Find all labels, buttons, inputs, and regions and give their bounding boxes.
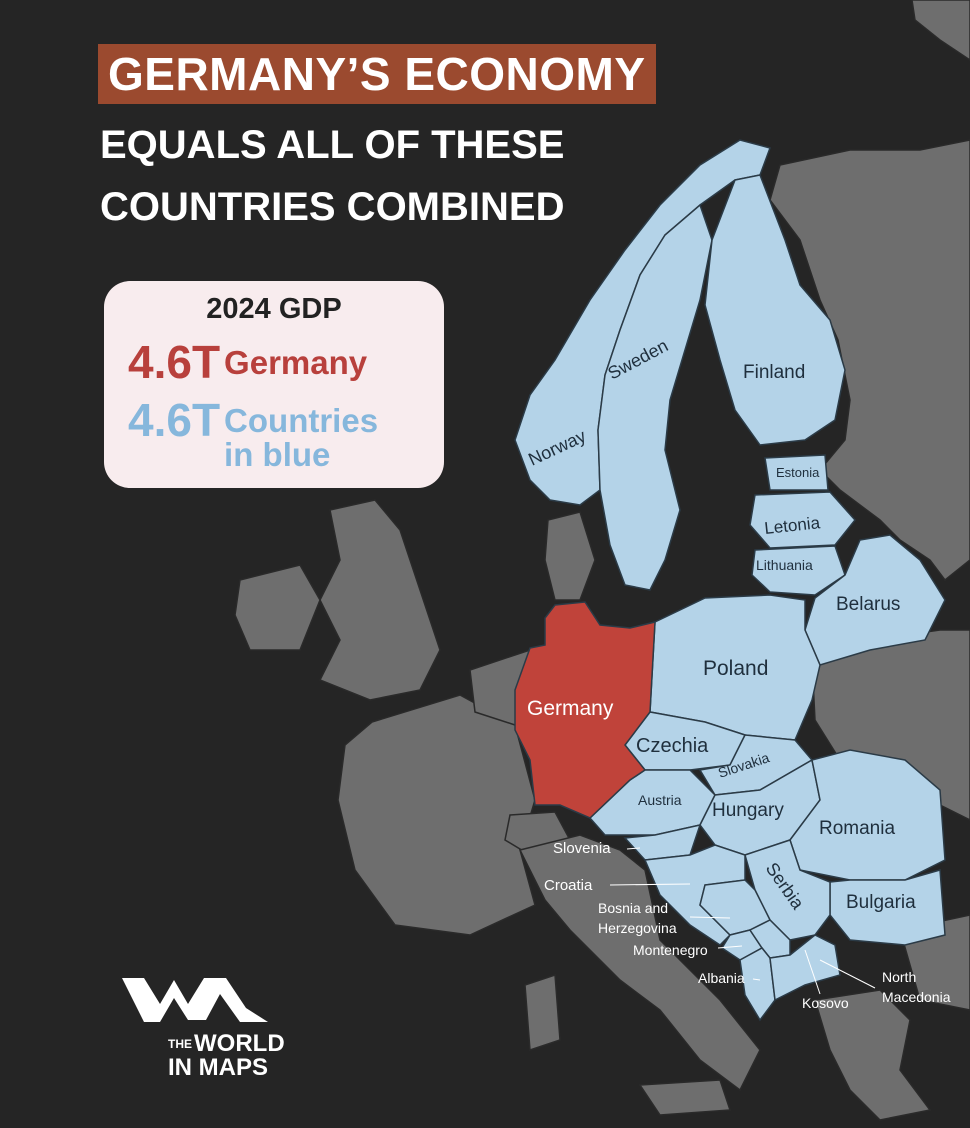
sardinia-land [524, 973, 561, 1052]
uk-land [318, 499, 441, 701]
latvia-shape [749, 491, 856, 549]
title-line-2: EQUALS ALL OF THESE [100, 123, 565, 167]
label-croatia: Croatia [544, 877, 593, 894]
bulgaria-shape [829, 869, 946, 946]
label-montenegro: Montenegro [633, 942, 708, 958]
slovenia-shape [623, 823, 702, 861]
label-hungary: Hungary [712, 800, 784, 821]
norway-shape [514, 139, 771, 506]
brand-logo: THEWORLD IN MAPS [122, 970, 312, 1080]
label-austria: Austria [638, 792, 682, 808]
gdp-label-blue-line2: in blue [224, 436, 331, 473]
gdp-label-blue: Countries in blue [224, 404, 378, 472]
gdp-row-blue: 4.6T Countries in blue [128, 395, 378, 472]
italy-land [518, 834, 761, 1092]
leader-bosnia [689, 916, 731, 919]
leader-slovenia [626, 847, 641, 850]
north-macedonia-shape [769, 934, 841, 1002]
leader-croatia [609, 883, 691, 886]
label-north-macedonia-line2: Macedonia [882, 989, 951, 1005]
lithuania-shape [751, 545, 846, 596]
gdp-value-blue: 4.6T [128, 394, 221, 446]
title-subtitle: EQUALS ALL OF THESE COUNTRIES COMBINED [100, 114, 564, 238]
estonia-shape [764, 454, 829, 491]
label-czechia: Czechia [636, 735, 709, 757]
gdp-value-germany: 4.6T [128, 336, 221, 388]
label-belarus: Belarus [836, 594, 900, 615]
label-poland: Poland [703, 657, 768, 680]
label-bosnia-line1: Bosnia and [598, 900, 668, 916]
france-land [337, 694, 536, 936]
title-highlight: GERMANY’S ECONOMY [98, 44, 656, 104]
wm-logo-icon [122, 978, 268, 1022]
gdp-card: 2024 GDP 4.6T Germany 4.6T Countries in … [104, 281, 444, 488]
germany-shape [514, 601, 656, 819]
leader-montenegro [717, 945, 743, 949]
title-line-3: COUNTRIES COMBINED [100, 185, 565, 229]
leader-north-macedonia [819, 959, 876, 989]
label-lithuania: Lithuania [756, 557, 813, 573]
label-albania: Albania [698, 970, 745, 986]
gdp-label-germany: Germany [224, 344, 368, 381]
romania-shape [789, 749, 946, 881]
brand-the: THE [168, 1037, 192, 1051]
brand-world: WORLD [194, 1030, 285, 1057]
leader-albania [752, 978, 761, 981]
label-slovenia: Slovenia [553, 840, 611, 857]
gdp-row-germany: 4.6T Germany [128, 337, 367, 387]
gdp-heading: 2024 GDP [206, 293, 342, 325]
label-kosovo: Kosovo [802, 995, 849, 1011]
sweden-shape [597, 203, 713, 591]
ireland-land [234, 564, 321, 651]
gdp-label-blue-line1: Countries [224, 402, 379, 439]
brand-line-1: THEWORLD [168, 1032, 285, 1056]
leader-kosovo [804, 949, 821, 995]
greece-land [814, 989, 932, 1121]
denmark-land [544, 511, 596, 601]
top-right-land [911, 0, 970, 61]
label-north-macedonia-line1: North [882, 969, 916, 985]
brand-line-2: IN MAPS [168, 1054, 269, 1081]
label-germany: Germany [527, 697, 614, 720]
sicily-land [638, 1079, 732, 1116]
blue-countries [514, 139, 946, 1022]
label-finland: Finland [743, 362, 805, 383]
label-bosnia-line2: Herzegovina [598, 920, 677, 936]
label-bulgaria: Bulgaria [846, 892, 916, 913]
finland-shape [704, 174, 846, 446]
label-estonia: Estonia [776, 465, 820, 480]
label-romania: Romania [819, 818, 895, 839]
